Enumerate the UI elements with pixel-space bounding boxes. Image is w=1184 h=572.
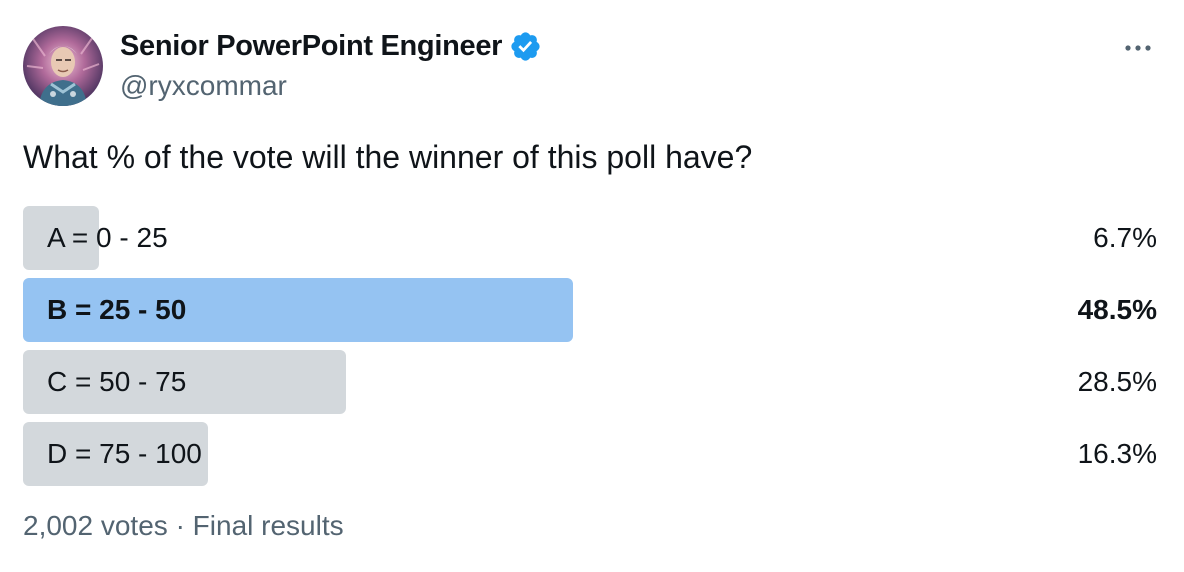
more-options-icon[interactable] [1120, 30, 1156, 66]
poll-bar [23, 350, 346, 414]
poll-option-d: D = 75 - 100 16.3% [23, 422, 1157, 486]
poll-option-b: B = 25 - 50 48.5% [23, 278, 1157, 342]
poll-option-percent: 6.7% [1093, 222, 1157, 253]
poll-option-label: B = 25 - 50 [47, 294, 187, 325]
tweet-text: What % of the vote will the winner of th… [23, 139, 753, 175]
verified-badge-icon[interactable] [509, 30, 542, 63]
poll: A = 0 - 25 6.7% B = 25 - 50 48.5% C = 50… [23, 206, 1157, 494]
poll-option-label: A = 0 - 25 [47, 222, 168, 253]
poll-option-label: C = 50 - 75 [47, 366, 187, 397]
author-name-row: Senior PowerPoint Engineer [120, 28, 542, 64]
poll-vote-count: 2,002 votes [23, 510, 168, 541]
poll-bar [23, 422, 208, 486]
avatar[interactable] [23, 26, 103, 106]
poll-option-percent: 16.3% [1077, 438, 1157, 469]
poll-option-percent: 48.5% [1077, 294, 1157, 325]
poll-bar [23, 206, 99, 270]
poll-footer-separator: · [175, 510, 185, 541]
poll-option-label: D = 75 - 100 [47, 438, 202, 469]
poll-option-a: A = 0 - 25 6.7% [23, 206, 1157, 270]
poll-option-percent: 28.5% [1077, 366, 1157, 397]
poll-footer: 2,002 votes · Final results [23, 510, 344, 542]
poll-bar [23, 278, 573, 342]
author-handle[interactable]: @ryxcommar [120, 70, 287, 101]
author-display-name[interactable]: Senior PowerPoint Engineer [120, 29, 503, 62]
poll-option-c: C = 50 - 75 28.5% [23, 350, 1157, 414]
poll-status: Final results [192, 510, 344, 541]
